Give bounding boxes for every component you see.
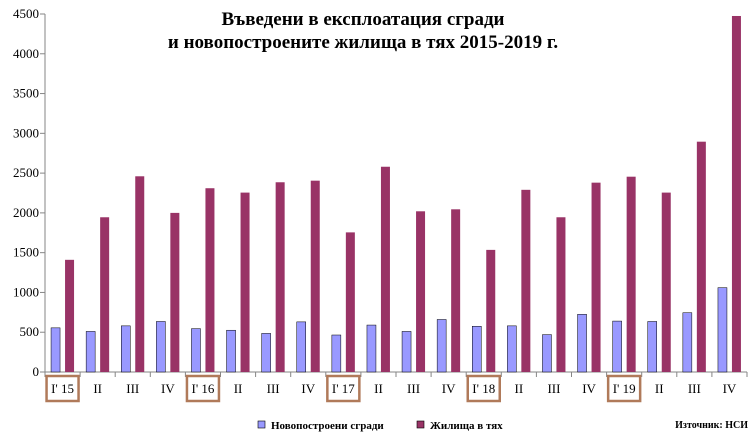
bar-dwellings bbox=[345, 232, 355, 372]
bar-dwellings bbox=[100, 217, 110, 372]
bar-new-buildings bbox=[296, 321, 306, 373]
x-tick-label: II bbox=[655, 381, 664, 396]
bar-new-buildings bbox=[261, 333, 271, 373]
y-tick-label: 4500 bbox=[13, 6, 39, 21]
bar-new-buildings bbox=[542, 334, 552, 373]
bar-dwellings bbox=[521, 189, 531, 372]
legend-label-dwellings: Жилища в тях bbox=[430, 420, 503, 432]
x-tick-label: IV bbox=[161, 381, 175, 396]
bar-dwellings bbox=[275, 182, 285, 372]
bar-new-buildings bbox=[191, 328, 201, 373]
y-tick-label: 3500 bbox=[13, 86, 39, 101]
y-tick-label: 3000 bbox=[13, 125, 39, 140]
x-tick-label: I' 16 bbox=[191, 381, 214, 396]
legend-label-new-buildings: Новопостроени сгради bbox=[271, 420, 384, 432]
bar-dwellings bbox=[240, 192, 250, 372]
bar-dwellings bbox=[310, 180, 320, 372]
x-tick-label: III bbox=[688, 381, 701, 396]
bar-new-buildings bbox=[121, 325, 131, 373]
x-tick-label: II bbox=[374, 381, 383, 396]
axes: 0 500 1000 1500 2000 2500 3000 3500 4000 4500 bbox=[13, 6, 748, 379]
x-tick-label: II bbox=[93, 381, 102, 396]
x-tick-label: I' 18 bbox=[472, 381, 495, 396]
year-start-highlight-box bbox=[45, 374, 80, 403]
x-tick-label: III bbox=[267, 381, 280, 396]
bar-dwellings bbox=[65, 259, 75, 372]
x-tick-label: IV bbox=[582, 381, 596, 396]
bar-dwellings bbox=[205, 188, 215, 372]
category-labels: I' 15 II III IV I' 16 II III IV I' 17 II III IV I' 1… bbox=[45, 374, 737, 403]
x-tick-label: III bbox=[126, 381, 139, 396]
source-note: Източник: НСИ bbox=[675, 420, 748, 431]
bar-dwellings bbox=[696, 141, 706, 372]
legend-swatch-new-buildings bbox=[257, 420, 266, 429]
year-start-highlight-box bbox=[466, 374, 501, 403]
y-tick-label: 2000 bbox=[13, 205, 39, 220]
y-tick-label: 2500 bbox=[13, 165, 39, 180]
bar-dwellings bbox=[591, 182, 601, 372]
bar-dwellings bbox=[170, 212, 180, 372]
bar-new-buildings bbox=[401, 331, 412, 373]
bar-dwellings bbox=[416, 211, 426, 372]
chart-title: Въведени в експлоатация сгради и новопос… bbox=[168, 9, 558, 53]
bar-new-buildings bbox=[156, 321, 166, 373]
year-start-highlight-box bbox=[606, 374, 642, 403]
bar-new-buildings bbox=[226, 329, 236, 373]
bar-dwellings bbox=[556, 217, 566, 372]
x-tick-label: IV bbox=[301, 381, 315, 396]
bar-new-buildings bbox=[647, 321, 657, 373]
bar-new-buildings bbox=[472, 326, 482, 373]
bar-dwellings bbox=[486, 249, 496, 372]
bar-dwellings bbox=[135, 176, 145, 372]
bar-new-buildings bbox=[50, 327, 61, 373]
x-tick-label: II bbox=[234, 381, 243, 396]
bar-dwellings bbox=[626, 176, 636, 372]
bar-dwellings bbox=[380, 166, 390, 372]
chart-title-line-1: Въведени в експлоатация сгради bbox=[221, 9, 504, 30]
y-tick-label: 500 bbox=[20, 324, 40, 339]
y-tick-label: 1000 bbox=[13, 284, 39, 299]
x-tick-label: I' 15 bbox=[51, 381, 74, 396]
x-tick-label: IV bbox=[723, 381, 737, 396]
bar-dwellings bbox=[451, 209, 461, 372]
x-tick-label: III bbox=[547, 381, 560, 396]
year-start-highlight-box bbox=[326, 374, 361, 403]
bar-dwellings bbox=[731, 15, 741, 372]
bar-new-buildings bbox=[436, 319, 447, 373]
x-tick-label: II bbox=[515, 381, 524, 396]
bar-new-buildings bbox=[85, 331, 96, 373]
bars bbox=[50, 15, 741, 373]
bar-new-buildings bbox=[507, 325, 517, 373]
bar-new-buildings bbox=[717, 287, 728, 373]
y-tick-label: 0 bbox=[33, 364, 40, 379]
legend: Новопостроени сгради Жилища в тях bbox=[257, 420, 503, 432]
bar-new-buildings bbox=[331, 334, 342, 373]
bar-new-buildings bbox=[612, 320, 622, 373]
year-start-highlight-box bbox=[185, 374, 221, 403]
x-tick-label: IV bbox=[442, 381, 456, 396]
legend-swatch-dwellings bbox=[416, 420, 425, 429]
chart-title-line-2: и новопостроените жилища в тях 2015-2019… bbox=[168, 32, 558, 53]
bar-new-buildings bbox=[682, 312, 693, 373]
x-tick-label: I' 19 bbox=[613, 381, 636, 396]
bar-new-buildings bbox=[366, 324, 377, 373]
x-tick-label: I' 17 bbox=[332, 381, 355, 396]
y-tick-label: 4000 bbox=[13, 46, 39, 61]
x-tick-label: III bbox=[407, 381, 420, 396]
y-tick-label: 1500 bbox=[13, 245, 39, 260]
bar-new-buildings bbox=[577, 314, 587, 373]
bar-dwellings bbox=[661, 192, 671, 372]
